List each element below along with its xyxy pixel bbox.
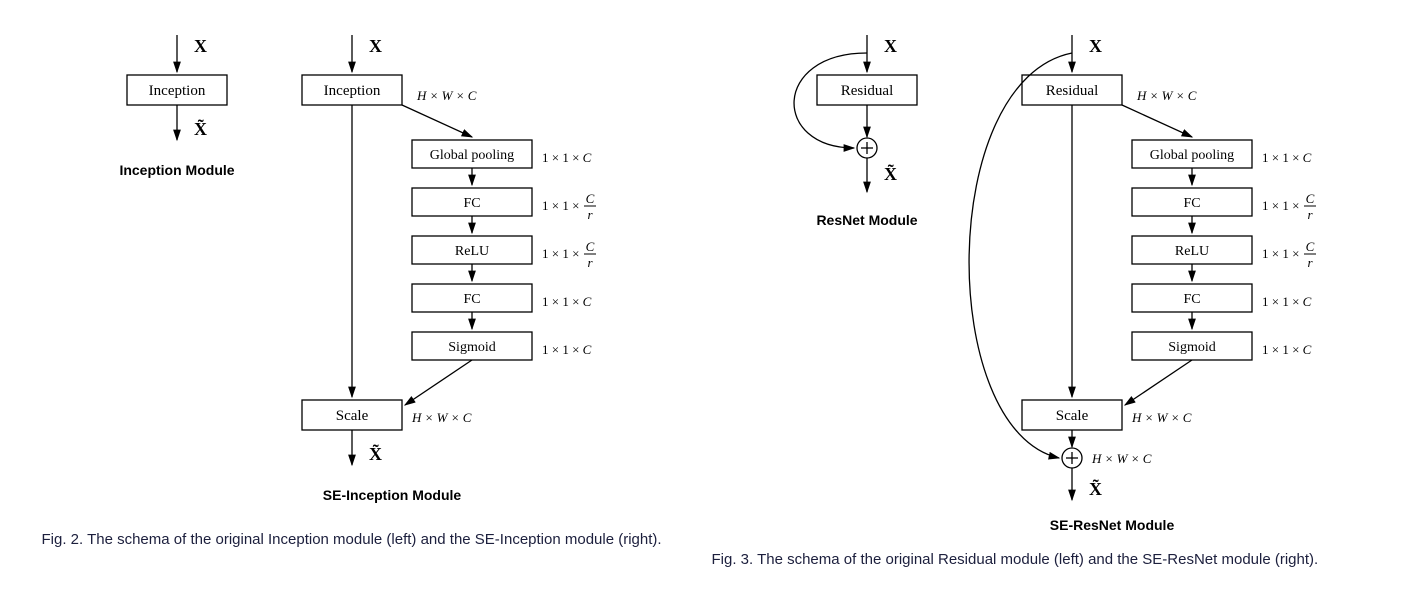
fig3-topdim: H × W × C xyxy=(1136,88,1197,103)
se-label-4: Sigmoid xyxy=(448,340,495,355)
fig2-left: X Inception X̃ Inception Module xyxy=(119,35,234,178)
se3-label-0: Global pooling xyxy=(1149,148,1233,163)
fig2-right-title: SE-Inception Module xyxy=(322,487,461,503)
se3-label-2: ReLU xyxy=(1174,244,1208,259)
svg-text:C: C xyxy=(1305,191,1314,206)
fig2-scale-label: Scale xyxy=(335,408,368,424)
se3-diag-out xyxy=(1125,360,1192,405)
svg-text:C: C xyxy=(585,239,594,254)
fig2-se-stack: Global pooling 1 × 1 × C FC 1 × 1 × C r xyxy=(405,140,596,405)
fig2-topdim: H × W × C xyxy=(416,88,477,103)
fig3-right-output: X̃ xyxy=(1089,479,1102,499)
fig3-right-skip xyxy=(969,53,1072,458)
svg-text:1 × 1 ×: 1 × 1 × xyxy=(542,198,579,213)
svg-text:1 × 1 ×: 1 × 1 × xyxy=(1262,198,1299,213)
fig3-plus-dim: H × W × C xyxy=(1091,451,1152,466)
se-dim-1: 1 × 1 × C r xyxy=(542,191,596,222)
se3-dim-2: 1 × 1 × C r xyxy=(1262,239,1316,270)
fig2-right-output: X̃ xyxy=(369,444,382,464)
figure-row: X Inception X̃ Inception Module X Incept… xyxy=(20,20,1393,570)
fig3-scale-dim: H × W × C xyxy=(1131,410,1192,425)
fig2-left-input: X xyxy=(194,36,207,56)
svg-text:r: r xyxy=(1307,207,1313,222)
fig3-left-title: ResNet Module xyxy=(816,212,917,228)
se3-label-4: Sigmoid xyxy=(1168,340,1215,355)
se-label-0: Global pooling xyxy=(429,148,513,163)
fig3-left-input: X xyxy=(884,36,897,56)
se3-label-1: FC xyxy=(1183,196,1200,211)
se3-dim-0: 1 × 1 × C xyxy=(1262,150,1312,165)
fig2-right-topblock: Inception xyxy=(323,83,380,99)
se3-label-3: FC xyxy=(1183,292,1200,307)
fig3-caption: Fig. 3. The schema of the original Resid… xyxy=(712,551,1342,570)
fig3-left-output: X̃ xyxy=(884,164,897,184)
fig3-right-title: SE-ResNet Module xyxy=(1049,517,1174,533)
fig2-left-block-label: Inception xyxy=(148,83,205,99)
se-dim-3: 1 × 1 × C xyxy=(542,294,592,309)
fig2-right-input: X xyxy=(369,36,382,56)
fig2-right: X Inception H × W × C Global pooling 1 ×… xyxy=(302,35,596,503)
svg-text:1 × 1 ×: 1 × 1 × xyxy=(542,246,579,261)
se-label-3: FC xyxy=(463,292,480,307)
fig2-caption: Fig. 2. The schema of the original Incep… xyxy=(42,531,672,550)
se-diag-out xyxy=(405,360,472,405)
svg-text:C: C xyxy=(1305,239,1314,254)
fig3-left: X Residual X̃ ResNet Module xyxy=(794,35,918,228)
se-label-2: ReLU xyxy=(454,244,488,259)
fig3-se-stack: Global pooling 1 × 1 × C FC 1 × 1 × C r … xyxy=(1125,140,1316,405)
fig3-right-topblock: Residual xyxy=(1045,83,1098,99)
se3-dim-3: 1 × 1 × C xyxy=(1262,294,1312,309)
fig3-diag xyxy=(1122,105,1192,137)
se-dim-0: 1 × 1 × C xyxy=(542,150,592,165)
fig3-svg: X Residual X̃ ResNet Module X Residual xyxy=(712,20,1372,540)
svg-text:r: r xyxy=(587,207,593,222)
fig3-right-input: X xyxy=(1089,36,1102,56)
fig2-scale-dim: H × W × C xyxy=(411,410,472,425)
fig3-left-block-label: Residual xyxy=(840,83,893,99)
fig2-left-title: Inception Module xyxy=(119,162,234,178)
svg-text:1 × 1 ×: 1 × 1 × xyxy=(1262,246,1299,261)
se3-dim-1: 1 × 1 × C r xyxy=(1262,191,1316,222)
fig3-scale-label: Scale xyxy=(1055,408,1088,424)
figure-2: X Inception X̃ Inception Module X Incept… xyxy=(42,20,672,550)
se3-dim-4: 1 × 1 × C xyxy=(1262,342,1312,357)
se-dim-4: 1 × 1 × C xyxy=(542,342,592,357)
fig2-svg: X Inception X̃ Inception Module X Incept… xyxy=(42,20,672,520)
fig3-right: X Residual H × W × C Global pooling 1 × … xyxy=(969,35,1316,533)
se-dim-2: 1 × 1 × C r xyxy=(542,239,596,270)
svg-text:C: C xyxy=(585,191,594,206)
svg-text:r: r xyxy=(1307,255,1313,270)
se-label-1: FC xyxy=(463,196,480,211)
fig2-diag xyxy=(402,105,472,137)
fig2-left-output: X̃ xyxy=(194,119,207,139)
figure-3: X Residual X̃ ResNet Module X Residual xyxy=(712,20,1372,570)
svg-text:r: r xyxy=(587,255,593,270)
